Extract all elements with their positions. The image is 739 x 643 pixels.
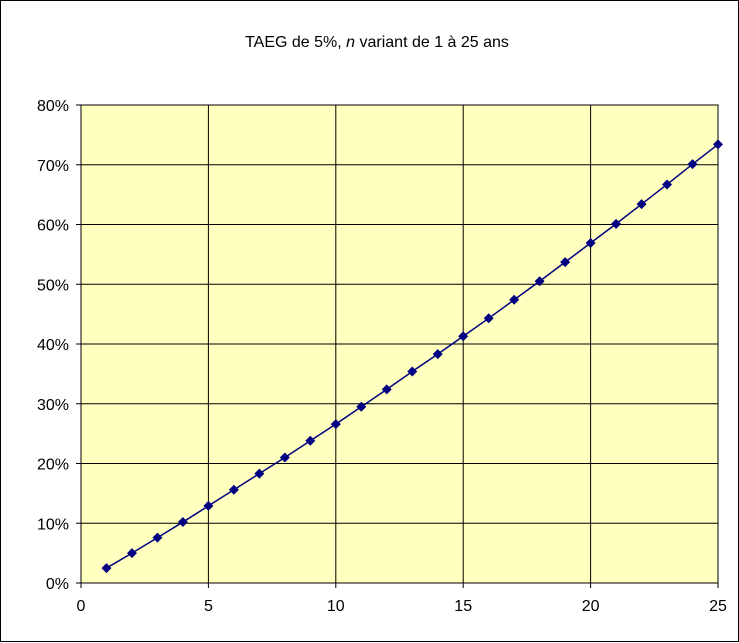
- data-point-marker: [381, 384, 392, 395]
- data-point-marker: [585, 238, 596, 249]
- x-tick-label: 15: [454, 598, 472, 615]
- data-point-marker: [432, 349, 443, 360]
- y-gridlines: [76, 104, 718, 584]
- chart-title-part-1: TAEG de 5%,: [245, 34, 346, 51]
- x-axis-tick-labels: 0 5 10 15 20 25: [77, 598, 727, 615]
- y-tick-label: 20%: [37, 457, 69, 474]
- data-point-marker: [560, 257, 571, 268]
- data-point-marker: [203, 500, 214, 511]
- x-tick-label: 10: [327, 598, 345, 615]
- data-point-marker: [662, 179, 673, 190]
- y-tick-label: 0%: [46, 576, 69, 593]
- data-point-marker: [152, 532, 163, 543]
- x-tick-label: 25: [709, 598, 727, 615]
- data-point-marker: [713, 139, 723, 150]
- chart-title-part-2: n: [346, 34, 355, 51]
- data-point-marker: [356, 401, 367, 412]
- y-tick-label: 70%: [37, 158, 69, 175]
- data-point-marker: [534, 276, 545, 287]
- y-axis-tick-labels: 0% 10% 20% 30% 40% 50% 60% 70% 80%: [37, 98, 69, 593]
- y-tick-label: 50%: [37, 277, 69, 294]
- y-tick-label: 60%: [37, 218, 69, 235]
- chart-title: TAEG de 5%, n variant de 1 à 25 ans: [245, 34, 509, 51]
- y-tick-label: 30%: [37, 397, 69, 414]
- data-point-marker: [687, 159, 698, 170]
- data-point-marker: [126, 548, 137, 559]
- y-tick-label: 80%: [37, 98, 69, 115]
- data-point-marker: [228, 484, 239, 495]
- chart-title-part-3: variant de 1 à 25 ans: [355, 34, 509, 51]
- data-point-marker: [458, 331, 469, 342]
- x-tick-label: 0: [77, 598, 86, 615]
- data-point-marker: [305, 435, 316, 446]
- data-point-marker: [407, 366, 418, 377]
- series-markers: [101, 139, 723, 574]
- data-point-marker: [177, 517, 188, 528]
- data-point-marker: [611, 218, 622, 229]
- data-point-marker: [279, 452, 290, 463]
- data-point-marker: [483, 313, 494, 324]
- data-point-marker: [101, 563, 112, 574]
- y-tick-label: 10%: [37, 516, 69, 533]
- x-tick-label: 5: [204, 598, 213, 615]
- x-gridlines: [80, 105, 719, 588]
- x-tick-label: 20: [582, 598, 600, 615]
- data-point-marker: [509, 294, 520, 305]
- y-tick-label: 40%: [37, 337, 69, 354]
- data-point-marker: [636, 199, 647, 210]
- data-point-marker: [330, 419, 341, 430]
